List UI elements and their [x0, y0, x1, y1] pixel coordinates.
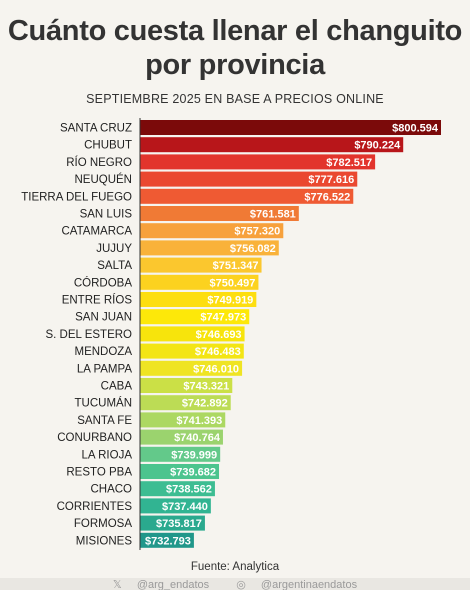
bar: [140, 412, 226, 428]
bar-chart: SANTA CRUZ $800.594 CHUBUT $790.224 RÍO NEGR…: [21, 118, 441, 550]
bar: [140, 464, 220, 479]
value-label: $741.393: [176, 415, 222, 427]
value-label: $743.321: [183, 381, 229, 393]
twitter-handle-text: @arg_endatos: [136, 579, 210, 590]
category-label: LA RIOJA: [82, 449, 133, 461]
bar: [140, 292, 257, 307]
value-label: $751.347: [213, 260, 259, 272]
bar: [140, 240, 279, 256]
bar: [140, 481, 215, 497]
bar: [140, 498, 211, 514]
category-label: CORRIENTES: [57, 501, 133, 513]
title-line-1: Cuánto cuesta llenar el changuito: [7, 15, 463, 47]
bar: [140, 188, 354, 204]
category-label: LA PAMPA: [77, 363, 133, 375]
bar: [140, 360, 243, 376]
x-logo-icon: 𝕏: [112, 579, 122, 590]
value-label: $742.892: [182, 398, 228, 410]
bar: [140, 429, 223, 445]
value-label: $732.793: [145, 535, 191, 547]
bar: [140, 343, 244, 359]
title-line-2: por provincia: [145, 49, 325, 81]
value-label: $750.497: [210, 277, 256, 289]
bar: [140, 137, 404, 153]
bar: [140, 446, 221, 462]
instagram-handle-text: @argentinaendatos: [260, 579, 358, 590]
bar: [140, 154, 376, 170]
source-note: Fuente: Analytica: [190, 561, 280, 573]
category-label: FORMOSA: [74, 518, 132, 530]
value-label: $757.320: [234, 226, 280, 238]
bar: [140, 206, 299, 221]
value-label: $747.973: [200, 312, 246, 324]
category-label: TUCUMÁN: [75, 397, 133, 410]
bar: [140, 532, 194, 548]
value-label: $756.082: [230, 243, 276, 255]
value-label: $761.581: [250, 209, 296, 221]
bar: [140, 326, 245, 342]
category-label: S. DEL ESTERO: [46, 329, 133, 341]
value-label: $740.764: [174, 432, 221, 444]
category-label: SANTA CRUZ: [60, 123, 132, 135]
twitter-handle: 𝕏 @arg_endatos: [107, 579, 215, 590]
category-label: SAN JUAN: [75, 312, 132, 324]
value-label: $800.594: [392, 123, 439, 135]
instagram-logo-icon: ◎: [236, 579, 246, 590]
bar: [140, 515, 205, 531]
value-label: $739.999: [171, 449, 217, 461]
bar: [140, 309, 250, 325]
category-label: CÓRDOBA: [74, 276, 132, 289]
bar: [140, 120, 441, 135]
category-label: SANTA FE: [77, 415, 132, 427]
bar: [140, 257, 262, 273]
category-label: TIERRA DEL FUEGO: [21, 191, 132, 203]
category-label: ENTRE RÍOS: [62, 294, 133, 307]
category-label: CHACO: [90, 484, 132, 496]
value-label: $790.224: [354, 140, 401, 152]
category-label: RESTO PBA: [66, 467, 132, 479]
category-label: CONURBANO: [57, 432, 132, 444]
category-label: MENDOZA: [75, 346, 133, 358]
bar: [140, 223, 284, 239]
chart-title: Cuánto cuesta llenar el changuito por pr…: [0, 14, 470, 82]
category-label: CATAMARCA: [62, 226, 133, 238]
category-label: MISIONES: [76, 535, 133, 547]
value-label: $782.517: [326, 157, 372, 169]
value-label: $739.682: [170, 467, 216, 479]
bar: [140, 274, 259, 290]
value-label: $746.010: [193, 363, 239, 375]
value-label: $737.440: [162, 501, 208, 513]
value-label: $746.483: [195, 346, 241, 358]
bar: [140, 171, 358, 187]
category-label: NEUQUÉN: [74, 173, 132, 186]
value-label: $777.616: [308, 174, 354, 186]
bar: [140, 378, 233, 393]
value-label: $738.562: [166, 484, 212, 496]
category-label: RÍO NEGRO: [66, 156, 132, 169]
instagram-handle: ◎ @argentinaendatos: [230, 579, 363, 590]
social-footer: 𝕏 @arg_endatos ◎ @argentinaendatos: [0, 578, 470, 590]
value-label: $749.919: [207, 295, 253, 307]
value-label: $746.693: [196, 329, 242, 341]
category-label: JUJUY: [96, 243, 132, 255]
category-label: SALTA: [97, 260, 132, 272]
value-label: $776.522: [304, 191, 350, 203]
category-label: CABA: [101, 381, 133, 393]
category-label: SAN LUIS: [80, 209, 133, 221]
chart-subtitle: SEPTIEMBRE 2025 EN BASE A PRECIOS ONLINE: [86, 92, 384, 106]
bar: [140, 395, 231, 411]
value-label: $735.817: [156, 518, 202, 530]
category-label: CHUBUT: [84, 140, 132, 152]
